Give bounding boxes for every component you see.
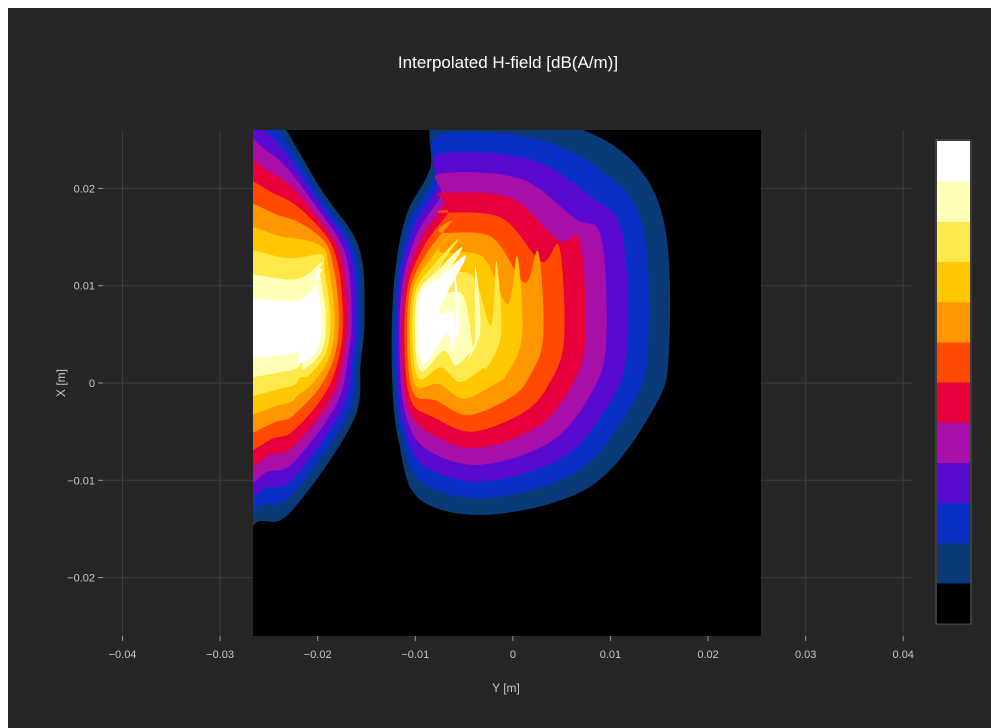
y-tick-label: −0.01: [67, 475, 95, 487]
colorbar-swatch: [937, 341, 970, 383]
chart-title: Interpolated H-field [dB(A/m)]: [398, 53, 618, 72]
colorbar-swatch: [937, 141, 970, 182]
x-axis-label: Y [m]: [492, 681, 520, 695]
y-tick-label: −0.02: [67, 573, 95, 585]
x-tick-label: 0.03: [795, 649, 816, 661]
y-tick-label: 0: [89, 378, 95, 390]
colorbar-swatch: [937, 542, 970, 584]
x-tick-label: 0.04: [893, 649, 914, 661]
colorbar-frame: [935, 139, 972, 625]
x-tick-label: 0.02: [697, 649, 718, 661]
colorbar-swatch: [937, 382, 970, 423]
chart-panel: Interpolated H-field [dB(A/m)] −0.04 −0.0…: [8, 8, 991, 728]
y-axis-label: X [m]: [54, 369, 68, 397]
colorbar-swatch: [937, 502, 970, 544]
colorbar-swatch: [937, 221, 970, 263]
x-tick-label: 0: [510, 649, 516, 661]
colorbar-swatch: [937, 462, 970, 504]
heatmap-chart: Interpolated H-field [dB(A/m)] −0.04 −0.0…: [54, 53, 972, 695]
contour-fills: [253, 130, 671, 527]
x-tick-label: −0.01: [401, 649, 429, 661]
axis-ticks: −0.04 −0.03 −0.02 −0.01 0 0.01 0.02 0.03 0.04 0.0…: [67, 183, 914, 661]
y-tick-label: 0.01: [74, 281, 95, 293]
y-tick-label: 0.02: [74, 183, 95, 195]
x-tick-label: −0.04: [109, 649, 137, 661]
colorbar-swatch: [937, 301, 970, 343]
left-lobe-level-11: [253, 268, 323, 364]
x-tick-label: −0.02: [304, 649, 332, 661]
colorbar-swatch: [937, 422, 970, 463]
x-tick-label: −0.03: [206, 649, 234, 661]
x-tick-label: 0.01: [600, 649, 621, 661]
colorbar-swatch: [937, 261, 970, 303]
right-lobe-level-11: [417, 255, 467, 370]
colorbar: [935, 139, 972, 625]
colorbar-swatch: [937, 181, 970, 222]
